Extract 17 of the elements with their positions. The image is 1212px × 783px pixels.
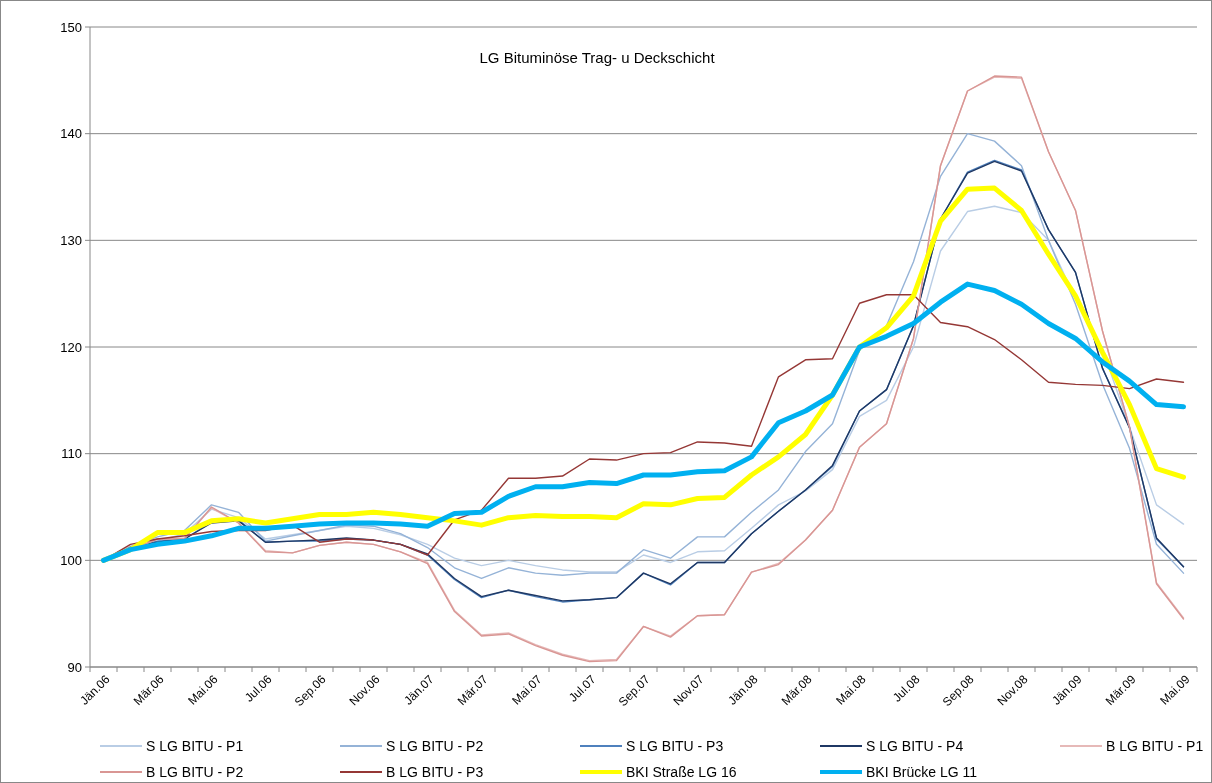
legend-label: B LG BITU - P1	[1106, 737, 1204, 754]
legend-label: B LG BITU - P3	[386, 763, 484, 780]
y-tick-label: 140	[60, 126, 82, 142]
y-tick-label: 100	[60, 552, 82, 568]
legend-label: S LG BITU - P1	[146, 737, 244, 754]
legend-label: S LG BITU - P3	[626, 737, 724, 754]
y-tick-label: 150	[60, 19, 82, 35]
legend-label: B LG BITU - P2	[146, 763, 244, 780]
y-tick-label: 90	[67, 659, 82, 675]
legend-label: S LG BITU - P2	[386, 737, 484, 754]
y-tick-label: 130	[60, 232, 82, 248]
legend-label: BKI Straße LG 16	[626, 763, 737, 780]
legend-label: BKI Brücke LG 11	[866, 763, 978, 780]
text: LG Bituminöse Trag- u Deckschicht	[479, 49, 716, 66]
y-tick-label: 120	[60, 339, 82, 355]
y-tick-label: 110	[61, 446, 82, 462]
legend-label: S LG BITU - P4	[866, 737, 964, 754]
